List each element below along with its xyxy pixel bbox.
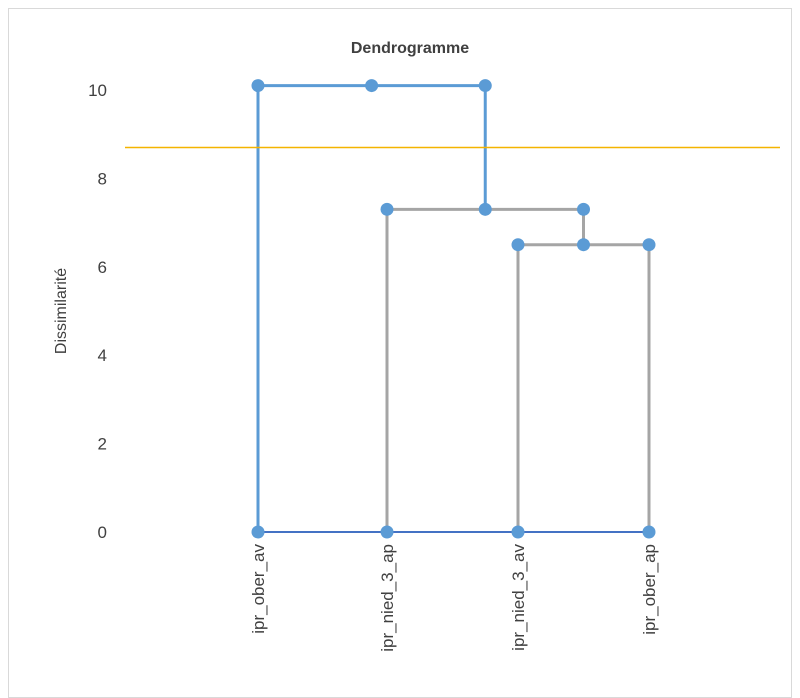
y-tick-label: 6 xyxy=(98,258,107,277)
node-marker xyxy=(251,79,265,93)
x-category-label: ipr_ober_ap xyxy=(640,544,659,635)
y-tick-label: 0 xyxy=(98,523,107,542)
y-tick-label: 4 xyxy=(98,346,107,365)
x-category-label: ipr_nied_3_ap xyxy=(378,544,397,652)
node-marker xyxy=(577,238,590,252)
node-marker xyxy=(642,525,656,539)
node-marker xyxy=(511,238,525,252)
chart-title: Dendrogramme xyxy=(351,40,469,57)
node-marker xyxy=(380,202,394,216)
node-marker xyxy=(251,525,265,539)
node-marker xyxy=(642,238,656,252)
node-marker xyxy=(365,79,379,93)
x-category-label: ipr_nied_3_av xyxy=(509,544,528,651)
node-marker xyxy=(577,202,590,216)
node-marker xyxy=(511,525,525,539)
node-marker xyxy=(478,79,492,93)
node-marker xyxy=(380,525,394,539)
y-tick-label: 2 xyxy=(98,435,107,454)
x-category-label: ipr_ober_av xyxy=(249,544,268,634)
y-tick-label: 8 xyxy=(98,169,107,188)
y-tick-label: 10 xyxy=(88,81,107,100)
node-marker xyxy=(478,202,492,216)
y-axis-label: Dissimilarité xyxy=(53,268,70,354)
